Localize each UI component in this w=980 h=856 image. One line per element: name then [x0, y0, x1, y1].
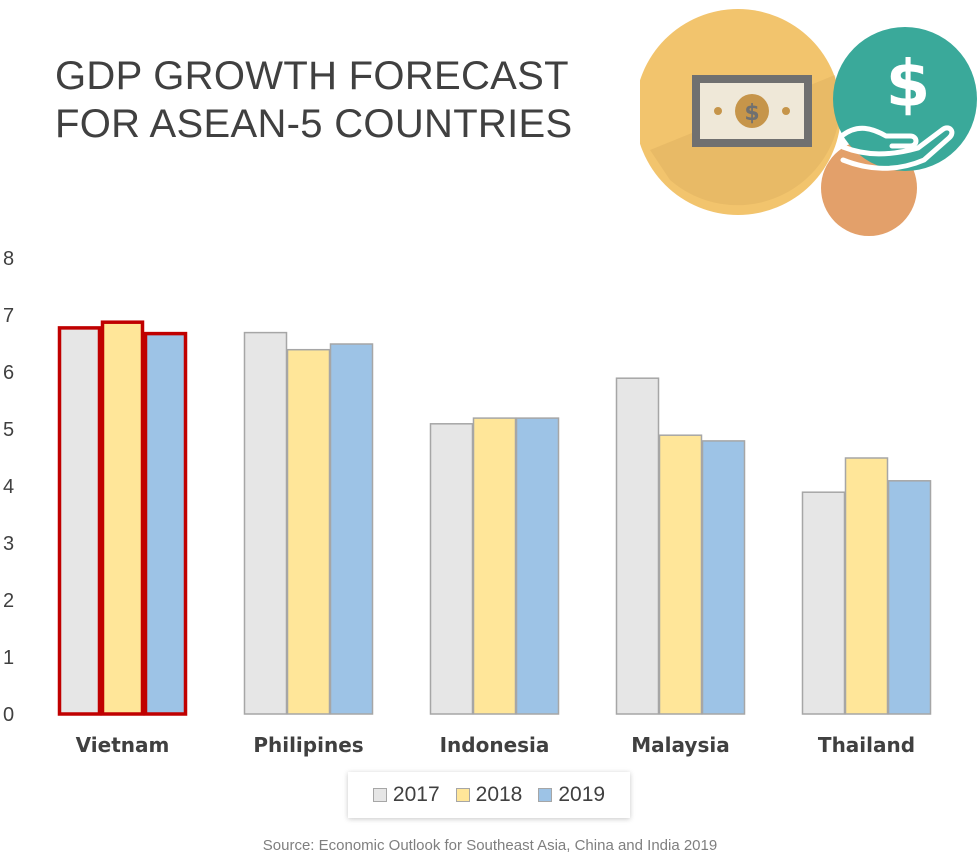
y-tick-label: 6 — [3, 362, 14, 384]
bar-thailand-2017 — [801, 491, 846, 715]
money-illustration: $ $ — [640, 9, 977, 236]
y-tick-label: 3 — [3, 533, 14, 555]
legend-swatch-2018 — [455, 788, 470, 802]
money-bill-icon: $ — [692, 75, 812, 147]
legend-item-2018: 2018 — [455, 783, 523, 807]
bar-indonesia-2017 — [429, 423, 474, 715]
legend-swatch-2019 — [538, 788, 553, 802]
bar-malaysia-2017 — [615, 377, 660, 715]
bar-philipines-2019 — [329, 343, 374, 715]
svg-text:$: $ — [744, 101, 759, 126]
y-tick-label: 1 — [3, 647, 14, 669]
legend-item-2017: 2017 — [372, 783, 440, 807]
y-tick-label: 5 — [3, 419, 14, 441]
x-category-label-thailand: Thailand — [818, 733, 915, 757]
y-tick-label: 8 — [3, 248, 14, 270]
bar-philipines-2018 — [286, 348, 331, 715]
x-category-label-indonesia: Indonesia — [440, 733, 550, 757]
chart-title-line-2: FOR ASEAN-5 COUNTRIES — [55, 102, 573, 146]
legend-label-2017: 2017 — [392, 783, 440, 806]
y-tick-label: 0 — [3, 704, 14, 726]
bar-chart: 0 1 2 3 4 5 6 7 8 Vietnam Philipines Indonesia Mala… — [3, 248, 932, 757]
bar-indonesia-2019 — [515, 417, 560, 715]
legend-item-2019: 2019 — [538, 783, 605, 807]
legend-swatch-2017 — [372, 788, 387, 802]
chart-title: GDP GROWTH FORECAST FOR ASEAN-5 COUNTRIE… — [55, 52, 573, 148]
y-axis-tick-labels: 0 1 2 3 4 5 6 7 8 — [3, 248, 14, 726]
bar-malaysia-2018 — [658, 434, 703, 715]
bar-vietnam-2019 — [143, 331, 188, 716]
svg-text:$: $ — [886, 48, 931, 122]
x-axis-category-labels: Vietnam Philipines Indonesia Malaysia Thaila… — [76, 733, 915, 757]
x-category-label-vietnam: Vietnam — [76, 733, 170, 757]
bar-vietnam-2017 — [57, 326, 102, 716]
x-category-label-malaysia: Malaysia — [631, 733, 729, 757]
x-category-label-philipines: Philipines — [253, 733, 363, 757]
bar-philipines-2017 — [243, 331, 288, 715]
bar-indonesia-2018 — [472, 417, 517, 715]
y-tick-label: 4 — [3, 476, 14, 498]
bar-vietnam-2018 — [100, 320, 145, 716]
bar-malaysia-2019 — [701, 440, 746, 715]
chart-title-line-1: GDP GROWTH FORECAST — [55, 54, 569, 98]
source-note: Source: Economic Outlook for Southeast A… — [262, 837, 718, 854]
dollar-hand-icon: $ — [833, 27, 977, 171]
y-tick-label: 2 — [3, 590, 14, 612]
chart-legend: 2017 2018 2019 — [348, 772, 630, 818]
legend-label-2018: 2018 — [475, 783, 523, 806]
bar-marks — [57, 320, 932, 716]
y-tick-label: 7 — [3, 305, 14, 327]
bar-thailand-2018 — [844, 457, 889, 715]
bar-thailand-2019 — [887, 480, 932, 715]
legend-label-2019: 2019 — [558, 783, 606, 806]
